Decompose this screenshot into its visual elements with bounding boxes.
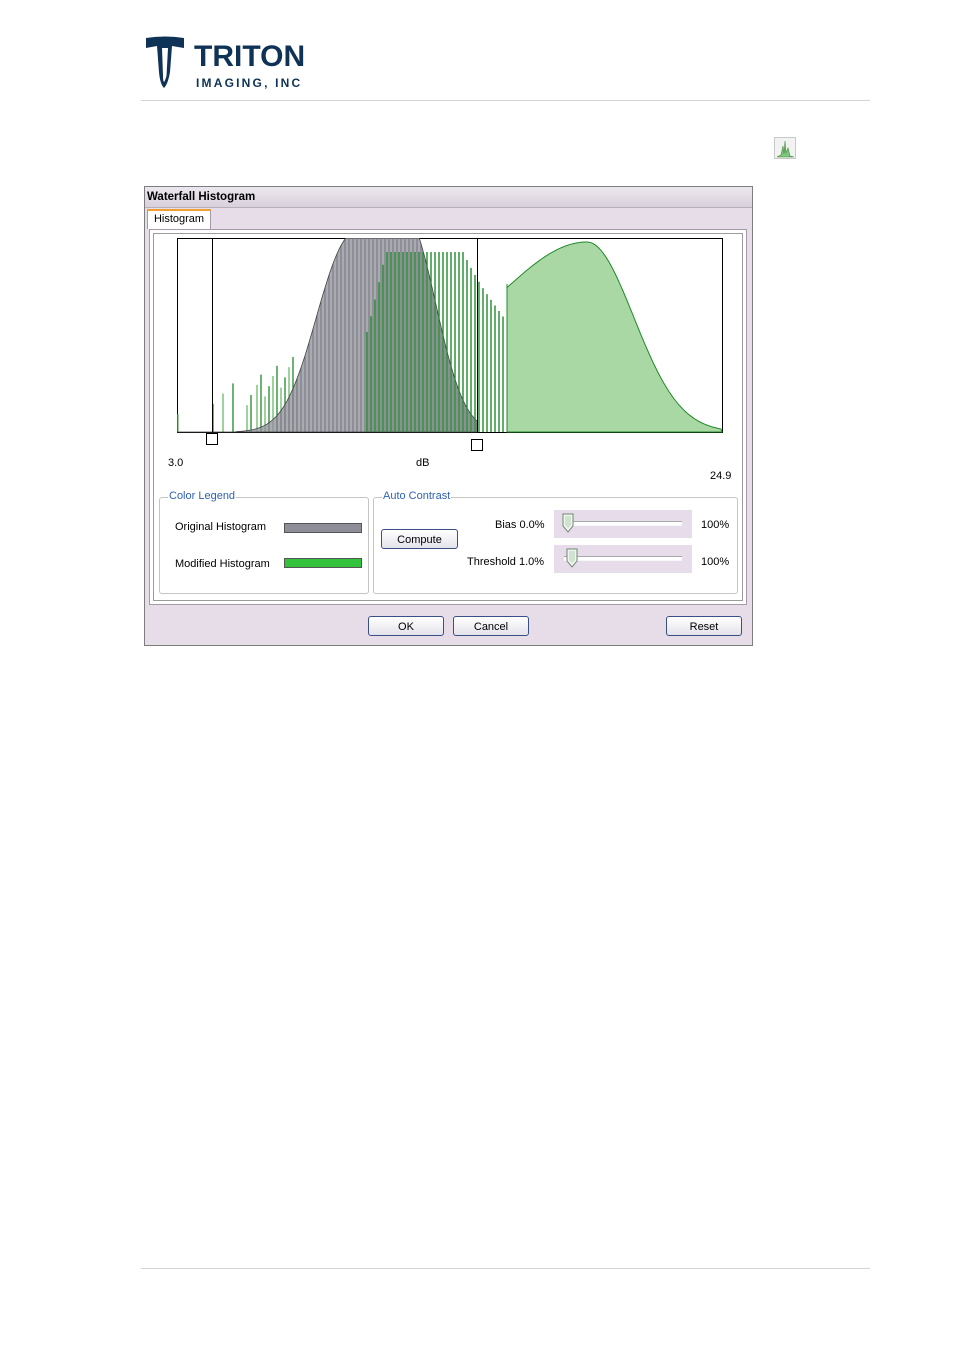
triton-logo: TRITON IMAGING, INC [144, 36, 314, 92]
threshold-slider-track [564, 556, 682, 561]
tab-histogram[interactable]: Histogram [147, 209, 211, 229]
threshold-label: Threshold 1.0% [467, 556, 545, 568]
bias-slider[interactable] [554, 510, 692, 538]
legend-original-swatch [284, 523, 362, 533]
color-legend-group: Color Legend Original Histogram Modified… [159, 490, 369, 594]
auto-contrast-title: Auto Contrast [382, 490, 452, 502]
reset-button[interactable]: Reset [666, 616, 742, 636]
cancel-button[interactable]: Cancel [453, 616, 529, 636]
triton-logo-mark-icon [146, 36, 184, 88]
threshold-max-label: 100% [701, 556, 730, 568]
x-axis-max-label: 24.9 [710, 470, 732, 482]
compute-button[interactable]: Compute [381, 529, 458, 549]
threshold-slider-thumb[interactable] [566, 548, 578, 568]
legend-modified-swatch [284, 558, 362, 568]
bias-slider-track [564, 521, 682, 526]
modified-histogram-bars [366, 252, 504, 432]
header-divider [141, 100, 870, 101]
high-cutoff-handle[interactable] [471, 439, 483, 451]
auto-contrast-group: Auto Contrast Compute Bias 0.0% 100% Thr… [373, 490, 738, 594]
footer-divider [141, 1268, 870, 1269]
x-axis-unit-label: dB [416, 457, 430, 469]
dialog-titlebar[interactable]: Waterfall Histogram [145, 187, 752, 208]
bias-max-label: 100% [701, 519, 730, 531]
low-cutoff-handle[interactable] [206, 433, 218, 445]
x-axis-min-label: 3.0 [168, 457, 184, 469]
modified-histogram-area [506, 241, 723, 433]
logo-subtitle: IMAGING, INC [196, 76, 303, 90]
threshold-slider[interactable] [554, 545, 692, 573]
logo-wordmark: TRITON [194, 40, 306, 73]
histogram-plot[interactable] [177, 238, 723, 434]
legend-modified-label: Modified Histogram [175, 558, 270, 570]
bias-label: Bias 0.0% [495, 519, 545, 531]
bias-slider-thumb[interactable] [562, 513, 574, 533]
ok-button[interactable]: OK [368, 616, 444, 636]
legend-original-label: Original Histogram [175, 521, 267, 533]
histogram-panel-frame [153, 233, 743, 601]
color-legend-title: Color Legend [168, 490, 237, 502]
dialog-title: Waterfall Histogram [147, 191, 256, 203]
histogram-toolbar-icon [774, 137, 796, 159]
